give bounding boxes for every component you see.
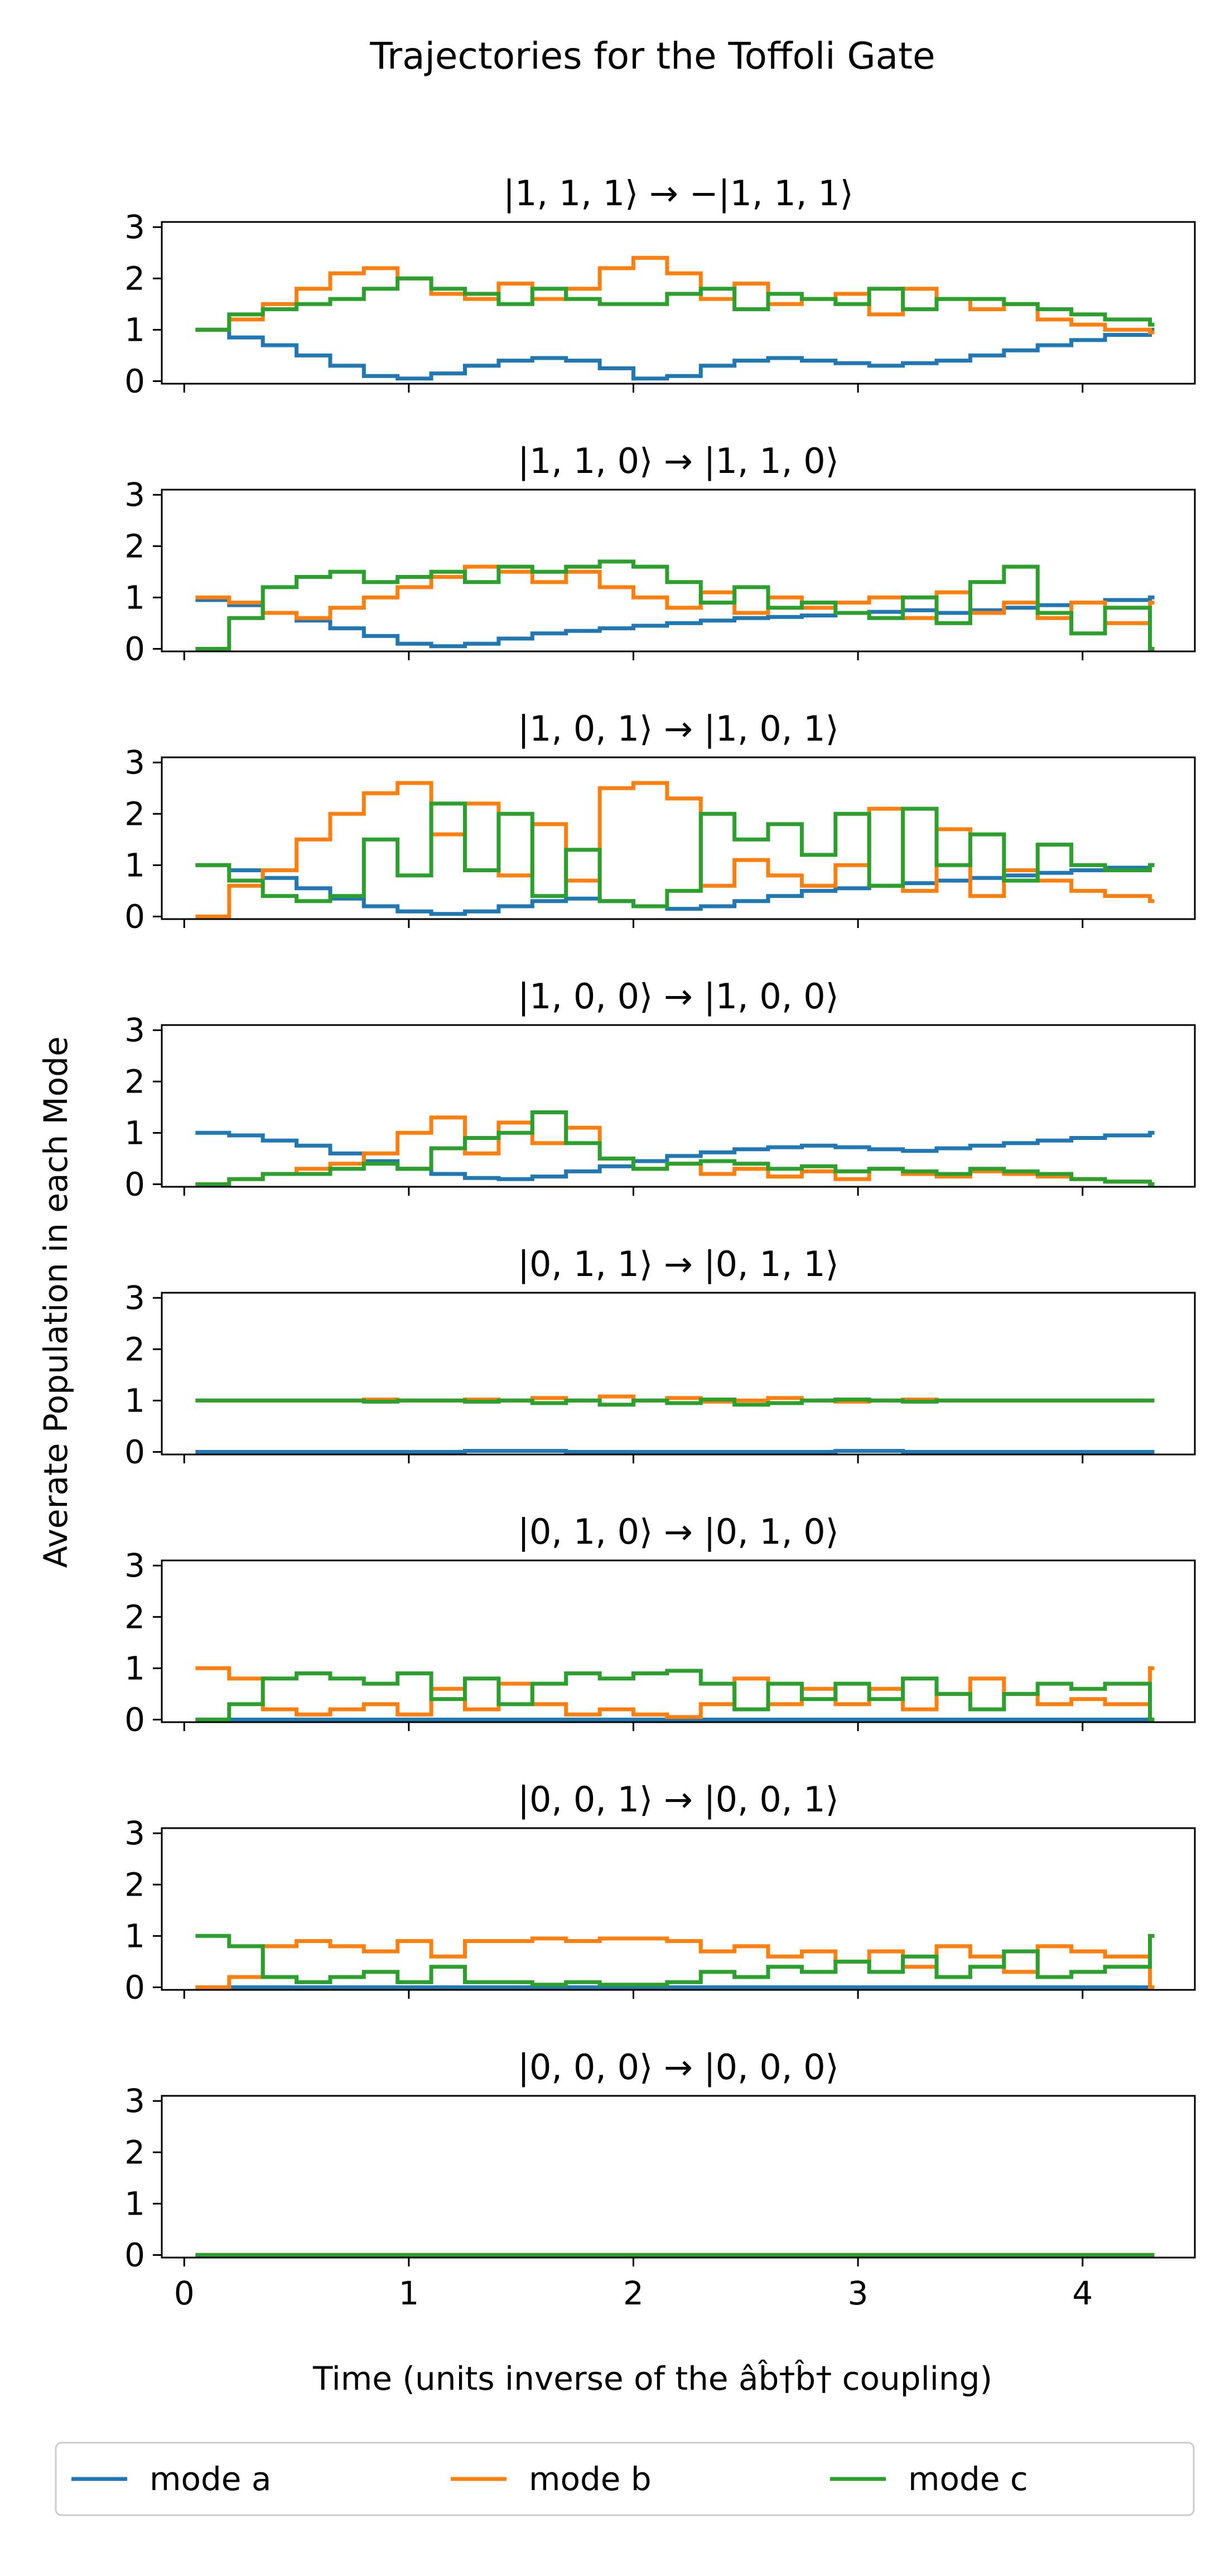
y-tick-label: 2 bbox=[124, 1330, 145, 1368]
series-line-mode-c bbox=[195, 1398, 1155, 1407]
y-tick-label: 3 bbox=[124, 1279, 145, 1317]
y-tick-label: 3 bbox=[124, 743, 145, 781]
panel-4: |1, 0, 0⟩ → |1, 0, 0⟩ 0 1 2 3 bbox=[124, 976, 1196, 1203]
panel-title: |0, 0, 0⟩ → |0, 0, 0⟩ bbox=[518, 2047, 839, 2088]
x-tick-label: 2 bbox=[623, 2274, 644, 2312]
y-tick-label: 2 bbox=[124, 1062, 145, 1100]
panel-1: |1, 1, 1⟩ → −|1, 1, 1⟩ 0 1 2 3 bbox=[124, 173, 1196, 400]
panel-5: |0, 1, 1⟩ → |0, 1, 1⟩ 0 1 2 3 bbox=[124, 1244, 1196, 1471]
panel-title: |1, 1, 0⟩ → |1, 1, 0⟩ bbox=[518, 441, 839, 482]
x-tick-label: 1 bbox=[398, 2274, 419, 2312]
panel-frame bbox=[161, 1292, 1196, 1456]
y-tick-label: 1 bbox=[124, 311, 145, 349]
y-tick-label: 0 bbox=[124, 897, 145, 935]
x-axis-label: Time (units inverse of the âb̂†b̂† coupl… bbox=[312, 2359, 992, 2398]
panel-title: |1, 0, 1⟩ → |1, 0, 1⟩ bbox=[518, 708, 839, 750]
legend-box bbox=[55, 2442, 1195, 2516]
y-tick-label: 3 bbox=[124, 208, 145, 246]
y-tick-label: 0 bbox=[124, 1700, 145, 1738]
y-tick-label: 0 bbox=[124, 362, 145, 400]
series-line-mode-a bbox=[195, 1449, 1155, 1454]
series-line-mode-c bbox=[195, 559, 1155, 651]
y-tick-label: 1 bbox=[124, 1381, 145, 1419]
series-line-mode-c bbox=[195, 1110, 1155, 1186]
panel-frame bbox=[161, 1559, 1196, 1723]
y-tick-label: 0 bbox=[124, 1433, 145, 1471]
legend-label: mode b bbox=[529, 2460, 652, 2498]
legend-label: mode c bbox=[908, 2460, 1028, 2498]
y-tick-label: 1 bbox=[124, 1114, 145, 1152]
y-tick-label: 2 bbox=[124, 1598, 145, 1636]
y-tick-label: 1 bbox=[124, 846, 145, 884]
y-tick-label: 3 bbox=[124, 1546, 145, 1584]
y-tick-label: 2 bbox=[124, 2133, 145, 2171]
y-tick-label: 1 bbox=[124, 578, 145, 616]
panel-title: |1, 0, 0⟩ → |1, 0, 0⟩ bbox=[518, 976, 839, 1017]
panel-frame bbox=[161, 1024, 1196, 1188]
y-tick-label: 0 bbox=[124, 1165, 145, 1203]
series-line-mode-c bbox=[195, 276, 1155, 332]
panel-7: |0, 0, 1⟩ → |0, 0, 1⟩ 0 1 2 3 bbox=[124, 1779, 1196, 2006]
y-tick-label: 3 bbox=[124, 1814, 145, 1852]
y-axis-label: Averate Population in each Mode bbox=[37, 1036, 75, 1568]
panel-frame bbox=[161, 489, 1196, 653]
panel-title: |1, 1, 1⟩ → −|1, 1, 1⟩ bbox=[503, 173, 853, 214]
chart-title: Trajectories for the Toffoli Gate bbox=[369, 35, 935, 78]
y-tick-label: 0 bbox=[124, 630, 145, 668]
y-tick-label: 3 bbox=[124, 1011, 145, 1049]
legend-label: mode a bbox=[149, 2460, 271, 2498]
series-line-mode-b bbox=[195, 781, 1155, 919]
panel-frame bbox=[161, 1827, 1196, 1991]
panel-title: |0, 0, 1⟩ → |0, 0, 1⟩ bbox=[518, 1779, 839, 1820]
panel-frame bbox=[161, 756, 1196, 920]
panel-3: |1, 0, 1⟩ → |1, 0, 1⟩ 0 1 2 3 bbox=[124, 708, 1196, 935]
x-tick-label: 4 bbox=[1072, 2274, 1093, 2312]
panel-6: |0, 1, 0⟩ → |0, 1, 0⟩ 0 1 2 3 bbox=[124, 1511, 1196, 1738]
panel-2: |1, 1, 0⟩ → |1, 1, 0⟩ 0 1 2 3 bbox=[124, 441, 1196, 668]
panel-8: |0, 0, 0⟩ → |0, 0, 0⟩ 0 1 2 3 0 1 2 3 4 bbox=[124, 2047, 1196, 2312]
y-tick-label: 2 bbox=[124, 1865, 145, 1903]
y-tick-label: 0 bbox=[124, 1968, 145, 2006]
y-tick-label: 1 bbox=[124, 1917, 145, 1955]
legend: mode a mode b mode c bbox=[55, 2442, 1195, 2516]
series-line-mode-c bbox=[195, 1934, 1155, 1987]
y-tick-label: 0 bbox=[124, 2236, 145, 2274]
x-tick-label: 0 bbox=[174, 2274, 195, 2312]
y-tick-label: 2 bbox=[124, 795, 145, 833]
panel-title: |0, 1, 1⟩ → |0, 1, 1⟩ bbox=[518, 1244, 839, 1285]
y-tick-label: 1 bbox=[124, 1649, 145, 1687]
series-line-mode-b bbox=[195, 1666, 1155, 1719]
y-tick-label: 2 bbox=[124, 259, 145, 297]
series-line-mode-b bbox=[195, 1936, 1155, 1989]
panel-frame bbox=[161, 221, 1196, 385]
y-tick-label: 1 bbox=[124, 2184, 145, 2222]
y-tick-label: 3 bbox=[124, 476, 145, 514]
x-tick-label: 3 bbox=[848, 2274, 869, 2312]
panel-frame bbox=[161, 2095, 1196, 2259]
series-line-mode-b bbox=[195, 255, 1155, 335]
y-tick-label: 3 bbox=[124, 2082, 145, 2120]
panel-title: |0, 1, 0⟩ → |0, 1, 0⟩ bbox=[518, 1511, 839, 1553]
series-line-mode-a bbox=[195, 327, 1155, 381]
series-line-mode-c bbox=[195, 801, 1155, 908]
y-tick-label: 2 bbox=[124, 527, 145, 565]
series-line-mode-c bbox=[195, 1669, 1155, 1722]
series-line-mode-b bbox=[195, 564, 1155, 625]
